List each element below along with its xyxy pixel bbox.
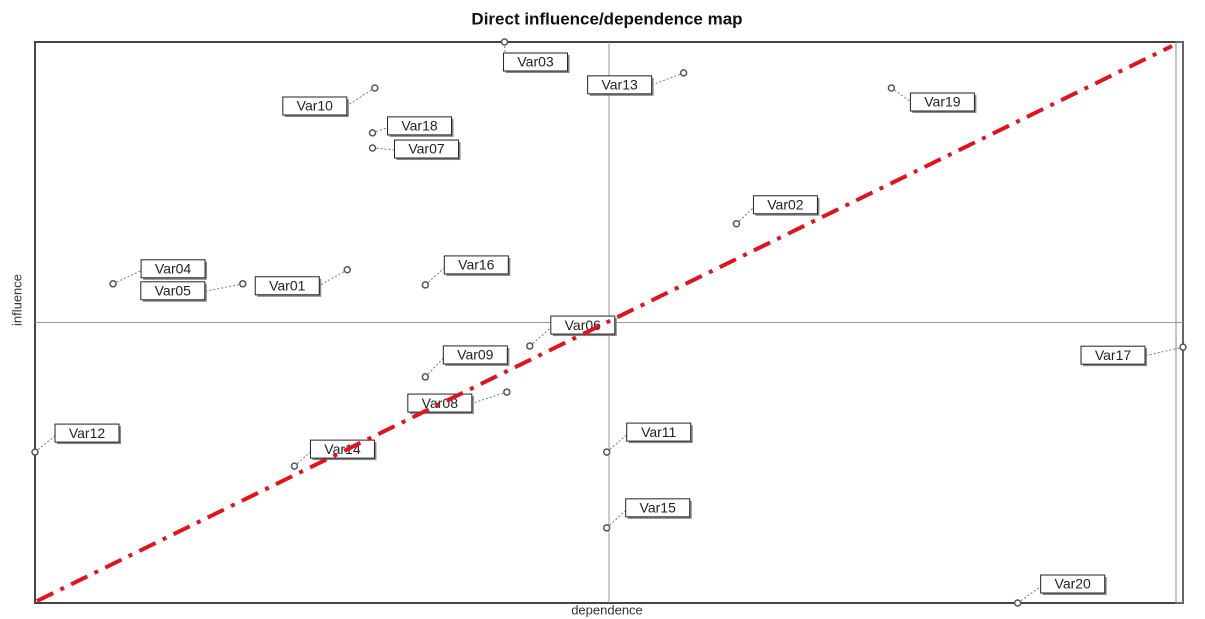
- point: [503, 388, 511, 396]
- label-box: [282, 96, 348, 116]
- point-label: Var16: [458, 257, 495, 273]
- leader-line: [606, 508, 629, 529]
- point-label: Var11: [641, 424, 676, 440]
- leader-line: [529, 325, 554, 347]
- leader-line: [606, 432, 630, 453]
- point-label: Var10: [297, 98, 334, 114]
- leader-line: [372, 147, 397, 151]
- leader-line: [424, 265, 447, 286]
- label-box: [503, 52, 569, 72]
- leader-line: [34, 433, 58, 453]
- point-label: Var06: [565, 317, 602, 333]
- point: [887, 84, 896, 92]
- leader-line: [202, 283, 243, 293]
- label-box: [407, 393, 473, 413]
- leader-line: [891, 87, 913, 104]
- leader-line: [344, 87, 376, 108]
- leader-line: [112, 269, 144, 285]
- point: [602, 448, 611, 456]
- label-box: [550, 315, 616, 335]
- leader-line: [469, 391, 507, 405]
- diagonal: [36, 44, 1173, 603]
- label-box: [443, 255, 509, 275]
- point: [732, 220, 741, 228]
- plot-area: Var03 Var13 Var19 Var10 Var18 Var07 Var02 Var04…: [31, 38, 1187, 607]
- label-box: [254, 276, 320, 296]
- x-axis-label: dependence: [571, 602, 643, 617]
- point: [421, 373, 430, 381]
- label-box: [587, 75, 653, 95]
- label-box: [1040, 574, 1106, 594]
- leader-line: [294, 449, 313, 467]
- label-box: [394, 139, 460, 159]
- label-box: [442, 345, 508, 365]
- leader-line: [736, 205, 756, 225]
- point-label: Var14: [324, 441, 361, 457]
- point: [1013, 599, 1022, 607]
- point: [109, 280, 117, 288]
- point-label: Var09: [457, 347, 494, 363]
- point-label: Var15: [640, 500, 677, 516]
- point: [371, 84, 379, 92]
- point-label: Var01: [269, 277, 306, 293]
- point-label: Var18: [401, 118, 438, 134]
- point: [500, 38, 509, 46]
- point: [343, 266, 352, 274]
- point-label: Var05: [155, 282, 192, 298]
- point-label: Var03: [517, 54, 554, 70]
- point: [368, 129, 377, 137]
- point: [31, 448, 39, 456]
- leader-line: [372, 126, 390, 134]
- label-box: [387, 116, 453, 136]
- leader-line: [1017, 584, 1043, 604]
- label-box: [1080, 345, 1146, 365]
- leader-line: [1142, 346, 1184, 357]
- point-label: Var13: [601, 77, 638, 93]
- label-box: [752, 195, 818, 215]
- point-label: Var20: [1055, 576, 1092, 592]
- point: [421, 281, 430, 289]
- point-label: Var02: [767, 196, 804, 212]
- point-label: Var07: [408, 141, 445, 157]
- point-label: Var12: [69, 425, 106, 441]
- point: [679, 69, 688, 77]
- point-label: Var17: [1095, 347, 1132, 363]
- label-box: [140, 281, 206, 301]
- y-axis-label: influence: [9, 274, 24, 326]
- leader-line: [317, 269, 348, 288]
- label-box: [140, 259, 206, 279]
- point: [239, 280, 247, 288]
- point: [526, 342, 534, 350]
- chart-title: Direct influence/dependence map: [471, 9, 742, 28]
- label-box: [625, 498, 691, 518]
- point: [602, 524, 611, 532]
- label-box: [54, 423, 120, 443]
- leader-line: [424, 355, 446, 378]
- label-box: [626, 422, 692, 442]
- point: [290, 462, 299, 470]
- point: [1179, 343, 1187, 351]
- point-label: Var04: [155, 260, 192, 276]
- point-label: Var19: [924, 94, 961, 110]
- label-box: [909, 92, 975, 112]
- point: [368, 144, 377, 152]
